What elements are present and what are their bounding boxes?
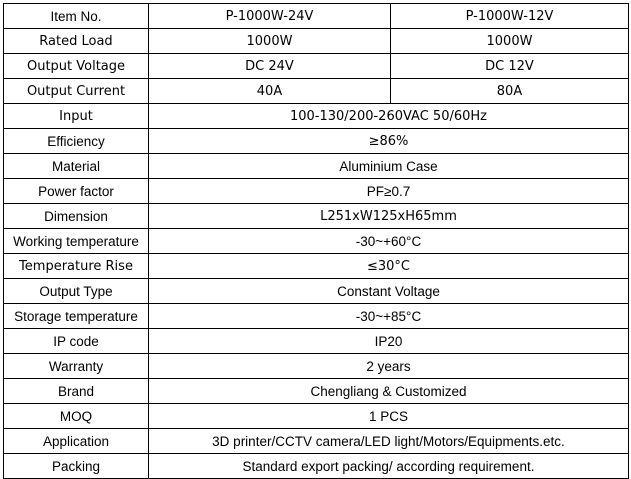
- row-label: Item No.: [3, 3, 149, 29]
- row-label: Output Current: [3, 78, 149, 104]
- row-label: Packing: [3, 453, 149, 479]
- table-row: Application 3D printer/CCTV camera/LED li…: [3, 428, 629, 454]
- row-value: Standard export packing/ according requi…: [148, 453, 629, 479]
- table-row: Storage temperature -30~+85°C: [3, 303, 629, 329]
- row-value: ≤30°C: [148, 253, 629, 279]
- table-row: MOQ 1 PCS: [3, 403, 629, 429]
- row-label: Dimension: [3, 203, 149, 229]
- table-row: Efficiency ≥86%: [3, 128, 629, 154]
- row-value: L251xW125xH65mm: [148, 203, 629, 229]
- row-value: Chengliang & Customized: [148, 378, 629, 404]
- table-row: Working temperature -30~+60°C: [3, 228, 629, 254]
- row-label: Efficiency: [3, 128, 149, 154]
- row-label: Power factor: [3, 178, 149, 204]
- row-value: Aluminium Case: [148, 153, 629, 179]
- row-value: 1 PCS: [148, 403, 629, 429]
- row-label: Material: [3, 153, 149, 179]
- row-label: Output Type: [3, 278, 149, 304]
- table-row: Packing Standard export packing/ accordin…: [3, 453, 629, 479]
- row-value: Constant Voltage: [148, 278, 629, 304]
- table-row: Item No. P-1000W-24V P-1000W-12V: [3, 3, 629, 29]
- table-row: Dimension L251xW125xH65mm: [3, 203, 629, 229]
- row-value: 1000W: [390, 28, 629, 54]
- table-row: IP code IP20: [3, 328, 629, 354]
- row-value: 100-130/200-260VAC 50/60Hz: [148, 103, 629, 129]
- row-value: P-1000W-12V: [390, 3, 629, 29]
- table-row: Brand Chengliang & Customized: [3, 378, 629, 404]
- row-value: PF≥0.7: [148, 178, 629, 204]
- row-value: DC 12V: [390, 53, 629, 79]
- table-row: Output Voltage DC 24V DC 12V: [3, 53, 629, 79]
- row-label: MOQ: [3, 403, 149, 429]
- row-value: P-1000W-24V: [148, 3, 391, 29]
- row-value: 80A: [390, 78, 629, 104]
- row-label: Brand: [3, 378, 149, 404]
- row-value: DC 24V: [148, 53, 391, 79]
- row-label: Rated Load: [3, 28, 149, 54]
- row-label: IP code: [3, 328, 149, 354]
- row-value: -30~+60°C: [148, 228, 629, 254]
- row-value: -30~+85°C: [148, 303, 629, 329]
- table-row: Output Current 40A 80A: [3, 78, 629, 104]
- table-row: Input 100-130/200-260VAC 50/60Hz: [3, 103, 629, 129]
- table-row: Power factor PF≥0.7: [3, 178, 629, 204]
- row-value: ≥86%: [148, 128, 629, 154]
- row-value: 2 years: [148, 353, 629, 379]
- row-label: Input: [3, 103, 149, 129]
- spec-table: Item No. P-1000W-24V P-1000W-12V Rated Load…: [3, 3, 629, 479]
- row-value: IP20: [148, 328, 629, 354]
- row-label: Temperature Rise: [3, 253, 149, 279]
- row-label: Storage temperature: [3, 303, 149, 329]
- row-label: Working temperature: [3, 228, 149, 254]
- row-label: Warranty: [3, 353, 149, 379]
- table-row: Rated Load 1000W 1000W: [3, 28, 629, 54]
- table-row: Output Type Constant Voltage: [3, 278, 629, 304]
- row-value: 40A: [148, 78, 391, 104]
- table-row: Material Aluminium Case: [3, 153, 629, 179]
- row-value: 1000W: [148, 28, 391, 54]
- row-label: Application: [3, 428, 149, 454]
- table-row: Temperature Rise ≤30°C: [3, 253, 629, 279]
- row-value: 3D printer/CCTV camera/LED light/Motors/…: [148, 428, 629, 454]
- table-row: Warranty 2 years: [3, 353, 629, 379]
- row-label: Output Voltage: [3, 53, 149, 79]
